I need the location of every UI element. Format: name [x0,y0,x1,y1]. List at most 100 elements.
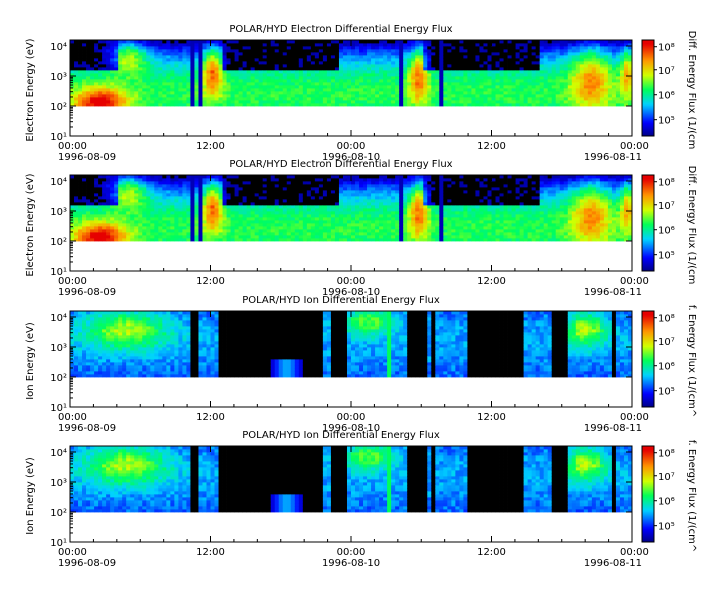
heatmap-cell [82,199,86,202]
heatmap-cell [98,46,102,49]
heatmap-cell [520,40,524,43]
heatmap-cell [146,232,150,235]
heatmap-cell [443,52,447,55]
heatmap-cell [347,85,351,88]
heatmap-cell [170,181,174,184]
heatmap-cells [70,175,632,241]
heatmap-cell [496,100,500,103]
heatmap-cell [98,64,102,67]
heatmap-cell [74,226,78,229]
heatmap-cell [186,199,190,202]
heatmap-cell [560,46,564,49]
heatmap-cell [492,58,496,61]
heatmap-cell [379,223,383,226]
heatmap-cell [174,220,178,223]
heatmap-cell [291,43,295,46]
heatmap-cell [206,190,210,193]
heatmap-cell [94,214,98,217]
heatmap-cell [279,238,283,241]
heatmap-cell [500,91,504,94]
heatmap-cell [82,70,86,73]
heatmap-cell [471,97,475,100]
heatmap-cell [227,202,231,205]
heatmap-cell [355,49,359,52]
heatmap-cell [118,226,122,229]
heatmap-cell [624,40,628,43]
heatmap-cell [142,40,146,43]
heatmap-cell [162,211,166,214]
heatmap-cell [536,73,540,76]
heatmap-cell [267,217,271,220]
heatmap-cell [383,187,387,190]
heatmap-cell [363,178,367,181]
heatmap-cell [259,61,263,64]
heatmap-cell [327,79,331,82]
heatmap-cell [295,64,299,67]
heatmap-cell [219,73,223,76]
heatmap-cell [596,67,600,70]
heatmap-cell [528,82,532,85]
heatmap-cell [516,46,520,49]
heatmap-cell [463,58,467,61]
heatmap-cell [287,232,291,235]
heatmap-cell [335,214,339,217]
heatmap-cell [227,76,231,79]
heatmap-cell [379,220,383,223]
heatmap-cell [283,205,287,208]
heatmap-cell [194,220,198,223]
heatmap-cell [215,61,219,64]
heatmap-cell [355,217,359,220]
heatmap-cell [198,73,202,76]
heatmap-cell [391,46,395,49]
heatmap-cell [267,238,271,241]
heatmap-cell [423,73,427,76]
heatmap-cell [544,67,548,70]
heatmap-cell [102,46,106,49]
heatmap-cell [138,70,142,73]
heatmap-cell [106,229,110,232]
heatmap-cell [520,82,524,85]
heatmap-cell [580,64,584,67]
heatmap-cell [90,52,94,55]
heatmap-cell [387,202,391,205]
heatmap-cell [235,193,239,196]
heatmap-cell [371,193,375,196]
heatmap-cell [351,205,355,208]
heatmap-cell [291,232,295,235]
heatmap-cell [130,85,134,88]
heatmap-cell [126,211,130,214]
heatmap-cell [367,79,371,82]
heatmap-cell [560,88,564,91]
heatmap-cell [150,223,154,226]
heatmap-cell [492,40,496,43]
heatmap-cell [198,226,202,229]
heatmap-cell [383,91,387,94]
heatmap-cell [86,184,90,187]
heatmap-cell [98,178,102,181]
heatmap-cell [74,235,78,238]
heatmap-cell [620,85,624,88]
heatmap-cell [479,64,483,67]
heatmap-cell [343,211,347,214]
heatmap-cell [556,52,560,55]
heatmap-cell [231,43,235,46]
heatmap-cell [451,91,455,94]
heatmap-cell [194,52,198,55]
heatmap-cell [455,52,459,55]
heatmap-cell [359,199,363,202]
heatmap-cell [178,73,182,76]
heatmap-cell [174,40,178,43]
heatmap-cell [463,97,467,100]
heatmap-cell [383,73,387,76]
heatmap-cell [584,40,588,43]
heatmap-cell [443,46,447,49]
heatmap-cell [82,76,86,79]
heatmap-cell [580,94,584,97]
heatmap-cell [247,85,251,88]
heatmap-cell [339,193,343,196]
heatmap-cell [206,49,210,52]
heatmap-cell [540,46,544,49]
heatmap-cell [568,97,572,100]
heatmap-cell [351,232,355,235]
heatmap-cell [114,103,118,106]
